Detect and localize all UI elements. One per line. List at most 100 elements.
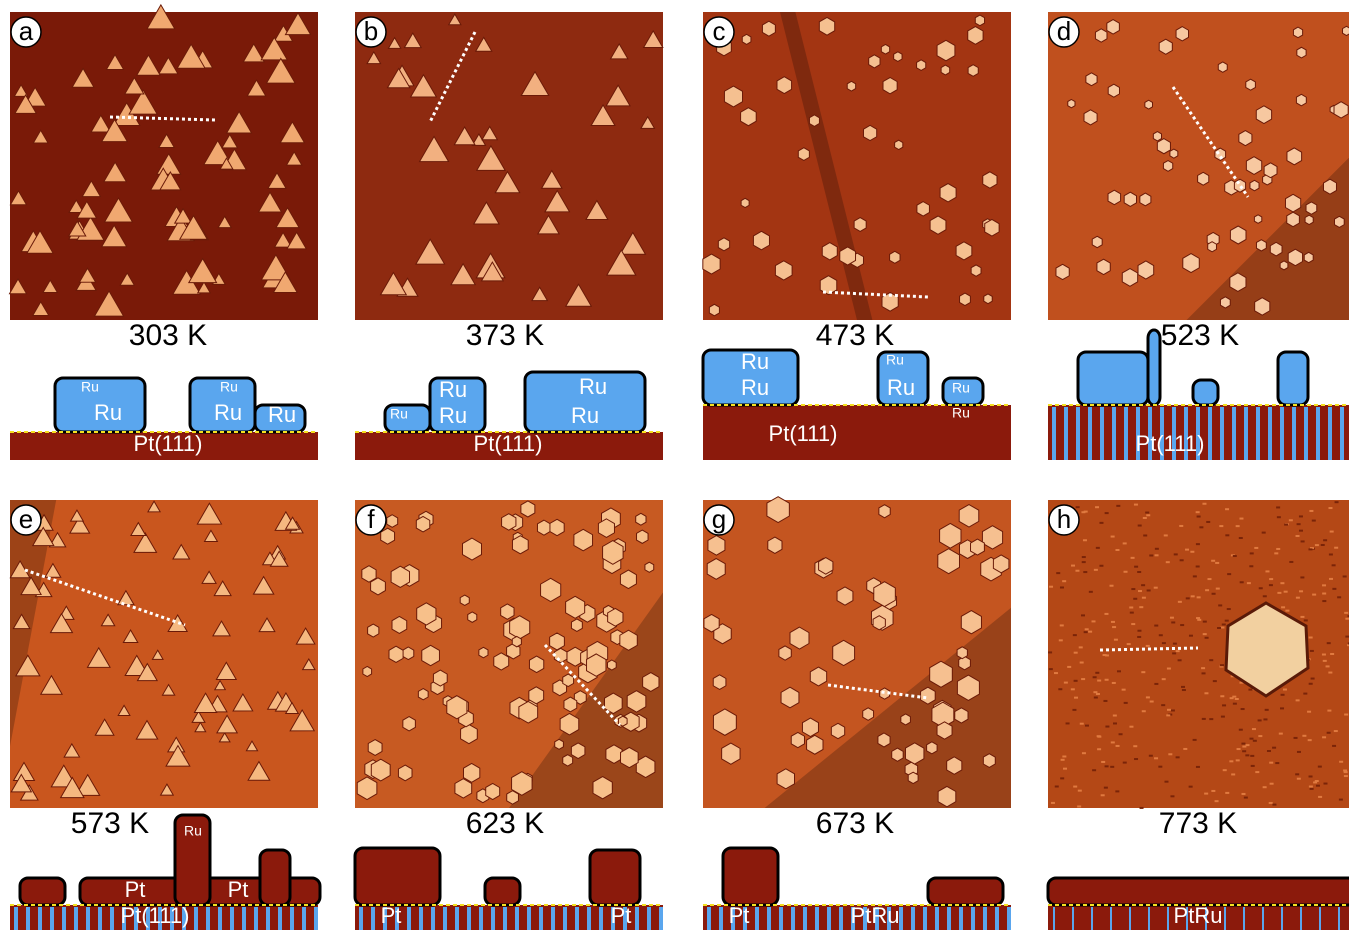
layer-label: Ru <box>94 400 122 425</box>
island <box>1306 202 1317 214</box>
texture <box>1281 606 1285 608</box>
texture <box>1055 785 1059 787</box>
texture <box>1219 525 1223 527</box>
texture <box>1113 722 1117 724</box>
texture <box>1149 755 1153 757</box>
texture <box>1154 587 1158 589</box>
texture <box>1322 654 1326 656</box>
layer-label: Pt <box>125 877 146 902</box>
texture <box>1062 755 1066 757</box>
texture <box>1093 691 1097 693</box>
texture <box>1323 539 1327 541</box>
texture <box>1073 786 1077 788</box>
texture <box>1216 588 1220 590</box>
texture <box>1104 613 1108 615</box>
island <box>529 687 544 704</box>
texture <box>1221 716 1225 718</box>
island <box>937 722 952 739</box>
island <box>389 646 403 662</box>
texture <box>1095 672 1099 674</box>
island <box>1220 297 1230 308</box>
island <box>550 519 564 535</box>
island <box>1285 194 1300 212</box>
texture <box>1225 620 1229 622</box>
island <box>1270 242 1282 256</box>
island <box>455 779 472 798</box>
island <box>645 562 654 572</box>
texture <box>1083 539 1087 541</box>
deposit <box>1048 878 1349 905</box>
texture <box>1323 660 1327 662</box>
island <box>777 77 792 94</box>
island <box>718 238 729 251</box>
texture <box>1240 581 1244 583</box>
texture <box>1093 676 1097 678</box>
island <box>955 708 968 723</box>
texture <box>1196 565 1200 567</box>
texture <box>1092 769 1096 771</box>
texture <box>1154 625 1158 627</box>
texture <box>1270 783 1274 785</box>
texture <box>1058 688 1062 690</box>
texture <box>1105 512 1109 514</box>
island <box>820 276 837 295</box>
island <box>1296 94 1306 105</box>
island <box>709 304 719 316</box>
texture <box>1130 612 1134 614</box>
texture <box>1063 768 1067 770</box>
texture <box>1112 682 1116 684</box>
island <box>529 656 543 673</box>
panel: d523 KRuPt(111) <box>1048 12 1349 460</box>
island <box>555 739 564 749</box>
texture <box>1275 762 1279 764</box>
texture <box>1099 522 1103 524</box>
texture <box>1197 596 1201 598</box>
texture <box>1304 619 1308 621</box>
island <box>636 513 646 525</box>
island <box>777 769 794 789</box>
texture <box>1334 547 1338 549</box>
island <box>975 15 984 26</box>
texture <box>1332 745 1336 747</box>
island <box>993 555 1009 573</box>
island <box>1230 273 1246 292</box>
texture <box>1181 686 1185 688</box>
panel: f623 KPtPt <box>355 500 663 930</box>
texture <box>1103 654 1107 656</box>
texture <box>1330 653 1334 655</box>
texture <box>1220 664 1224 666</box>
texture <box>1276 506 1280 508</box>
texture <box>1111 621 1115 623</box>
texture <box>1220 627 1224 629</box>
texture <box>1085 628 1089 630</box>
texture <box>1138 525 1142 527</box>
texture <box>1251 765 1255 767</box>
texture <box>1116 745 1120 747</box>
island <box>368 624 379 637</box>
texture <box>1269 584 1273 586</box>
texture <box>1296 699 1300 701</box>
texture <box>1196 617 1200 619</box>
texture <box>1296 597 1300 599</box>
texture <box>1066 722 1070 724</box>
temperature: 623 K <box>466 807 544 840</box>
texture <box>1166 714 1170 716</box>
texture <box>1116 505 1120 507</box>
texture <box>1230 697 1234 699</box>
texture <box>1127 643 1131 645</box>
island <box>722 743 740 764</box>
panel-letter: h <box>1057 504 1071 534</box>
island <box>1288 249 1302 266</box>
island <box>1107 20 1120 34</box>
island <box>621 747 639 767</box>
texture <box>1179 525 1183 527</box>
texture <box>1173 643 1177 645</box>
texture <box>1101 761 1105 763</box>
texture <box>1060 586 1064 588</box>
texture <box>1344 714 1348 716</box>
texture <box>1114 639 1118 641</box>
layer-label: Ru <box>81 379 99 395</box>
island <box>460 595 469 605</box>
island <box>1092 236 1102 247</box>
texture <box>1146 645 1150 647</box>
